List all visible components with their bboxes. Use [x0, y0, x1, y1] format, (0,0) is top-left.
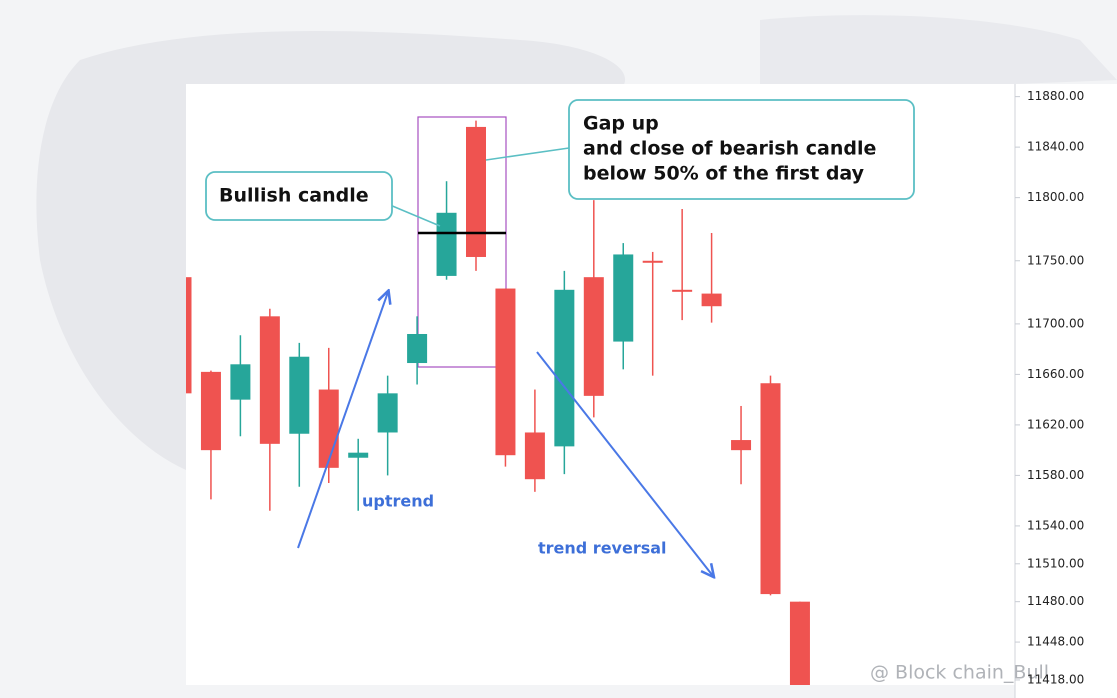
callout-text: Gap up — [583, 113, 659, 135]
y-tick-label: 11540.00 — [1027, 518, 1084, 532]
y-tick-label: 11800.00 — [1027, 190, 1084, 204]
candles — [186, 120, 810, 685]
arrow — [536, 351, 713, 576]
candle-body — [554, 289, 575, 447]
callout-text: below 50% of the first day — [583, 163, 865, 185]
candle-body — [495, 288, 516, 456]
candle-body — [583, 277, 604, 396]
callout-text: Bullish candle — [219, 185, 369, 207]
y-tick-label: 11750.00 — [1027, 253, 1084, 267]
candle-body — [642, 260, 663, 263]
axis-area — [1015, 84, 1117, 698]
candle-body — [348, 452, 369, 458]
y-tick-label: 11840.00 — [1027, 140, 1084, 154]
annotation: uptrend — [362, 492, 434, 511]
candle-body — [318, 389, 339, 468]
candle-body — [377, 393, 398, 433]
candle-body — [731, 440, 752, 451]
candle-body — [200, 371, 221, 451]
callout-box — [568, 99, 915, 200]
callout-box — [205, 171, 393, 221]
candle-body — [259, 316, 280, 444]
y-tick-label: 11480.00 — [1027, 594, 1084, 608]
candle-body — [524, 432, 545, 480]
candle-body — [230, 364, 251, 400]
callout-pointer — [389, 204, 441, 227]
highlight-box — [417, 116, 507, 368]
y-tick-label: 11700.00 — [1027, 316, 1084, 330]
y-tick-label: 11660.00 — [1027, 367, 1084, 381]
candle-body — [701, 293, 722, 307]
candle-body — [466, 126, 486, 257]
y-tick-label: 11620.00 — [1027, 417, 1084, 431]
candle-body — [407, 333, 428, 364]
map-shape — [36, 31, 626, 471]
candle-body — [289, 356, 310, 434]
candle-body — [760, 383, 781, 595]
candle-body — [672, 289, 693, 292]
callout-text: and close of bearish candle — [583, 138, 876, 160]
candle-body — [186, 277, 192, 394]
callout-pointer — [485, 147, 570, 161]
y-tick-label: 11448.00 — [1027, 635, 1084, 649]
y-tick-label: 11580.00 — [1027, 468, 1084, 482]
candle-body — [613, 254, 634, 342]
candle-body — [789, 601, 810, 685]
annotation: trend reversal — [538, 539, 667, 558]
candle-body — [436, 212, 457, 276]
y-tick-label: 11510.00 — [1027, 556, 1084, 570]
y-tick-label: 11418.00 — [1027, 672, 1084, 686]
watermark: @ Block chain_Bull — [870, 662, 1049, 684]
y-tick-label: 11880.00 — [1027, 89, 1084, 103]
arrow — [297, 292, 388, 549]
map-shape — [760, 15, 1117, 84]
